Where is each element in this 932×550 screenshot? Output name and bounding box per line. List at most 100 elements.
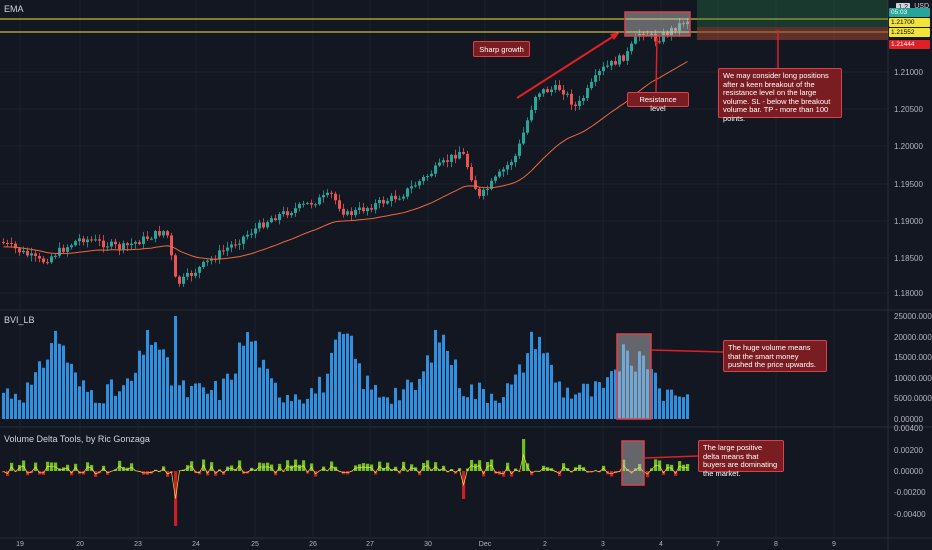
candle-body bbox=[6, 242, 9, 244]
candle-body bbox=[154, 231, 157, 239]
candle-body bbox=[198, 267, 201, 273]
volume-bar bbox=[110, 379, 113, 419]
volume-bar bbox=[378, 397, 381, 419]
candle-body bbox=[582, 98, 585, 101]
candle-body bbox=[38, 255, 41, 259]
candle-body bbox=[350, 211, 353, 215]
candle-body bbox=[470, 167, 473, 181]
volume-bar bbox=[474, 398, 477, 419]
candle-body bbox=[498, 171, 501, 177]
volume-bar bbox=[262, 359, 265, 419]
candle-body bbox=[286, 211, 289, 216]
candle-body bbox=[474, 180, 477, 189]
volume-zone-box bbox=[616, 333, 652, 420]
candle-body bbox=[550, 89, 553, 93]
candle-body bbox=[370, 208, 373, 210]
candle-body bbox=[118, 244, 121, 250]
time-axis-label: Dec bbox=[478, 541, 492, 548]
volume-bar bbox=[62, 345, 65, 419]
volume-bar bbox=[662, 400, 665, 419]
candle-body bbox=[562, 89, 565, 95]
volume-bar bbox=[542, 353, 545, 419]
price-axis-label: 1.20500 bbox=[894, 105, 923, 114]
volume-bar bbox=[682, 397, 685, 419]
price-tag: 1.21552 bbox=[889, 28, 930, 37]
candle-body bbox=[266, 222, 269, 228]
volume-bar bbox=[142, 354, 145, 419]
candle-body bbox=[530, 109, 533, 121]
volume-bar bbox=[458, 388, 461, 419]
volume-bar bbox=[494, 400, 497, 419]
candle-body bbox=[398, 198, 401, 200]
volume-bar bbox=[322, 392, 325, 419]
candle-body bbox=[354, 209, 357, 215]
volume-bar bbox=[446, 350, 449, 419]
huge-volume-note: The huge volume means that the smart mon… bbox=[723, 340, 827, 372]
volume-bar bbox=[274, 382, 277, 419]
candle-body bbox=[66, 247, 69, 252]
volume-bar bbox=[406, 379, 409, 419]
delta-axis-label: -0.00400 bbox=[894, 510, 926, 519]
candle-body bbox=[2, 242, 5, 243]
candle-body bbox=[442, 160, 445, 163]
volume-bar bbox=[42, 367, 45, 419]
candle-body bbox=[122, 243, 125, 250]
volume-bar bbox=[146, 330, 149, 419]
volume-bar bbox=[78, 386, 81, 419]
volume-bar bbox=[214, 380, 217, 419]
volume-bar bbox=[522, 372, 525, 419]
volume-bar bbox=[302, 403, 305, 419]
delta-series bbox=[2, 439, 690, 526]
candle-body bbox=[622, 55, 625, 61]
volume-bar bbox=[158, 349, 161, 419]
candle-body bbox=[170, 235, 173, 256]
price-pane-title[interactable]: EMA bbox=[4, 4, 24, 14]
candle-body bbox=[250, 233, 253, 235]
delta-zone-box bbox=[621, 440, 645, 486]
volume-bar bbox=[290, 401, 293, 419]
volume-bar bbox=[478, 382, 481, 419]
volume-bar bbox=[638, 351, 641, 419]
delta-pane-title[interactable]: Volume Delta Tools, by Ric Gonzaga bbox=[4, 434, 150, 444]
volume-bar bbox=[18, 399, 21, 419]
volume-pane-title[interactable]: BVI_LB bbox=[4, 315, 35, 325]
candle-body bbox=[278, 214, 281, 221]
candle-body bbox=[446, 160, 449, 162]
ema-line bbox=[3, 61, 688, 260]
candle-body bbox=[254, 228, 257, 234]
candle-body bbox=[490, 180, 493, 189]
candle-body bbox=[74, 241, 77, 246]
candle-body bbox=[422, 176, 425, 182]
scale-badge[interactable]: 1.2 bbox=[896, 3, 910, 12]
volume-axis-label: 0.00000 bbox=[894, 415, 923, 424]
volume-bar bbox=[442, 334, 445, 419]
volume-bar bbox=[654, 372, 657, 419]
candle-body bbox=[290, 212, 293, 216]
volume-axis-label: 20000.00000 bbox=[894, 333, 932, 342]
volume-bar bbox=[338, 331, 341, 419]
volume-bar bbox=[482, 389, 485, 419]
candle-body bbox=[642, 33, 645, 35]
time-axis-label: 7 bbox=[716, 541, 720, 548]
volume-bar bbox=[202, 387, 205, 419]
candle-body bbox=[578, 100, 581, 106]
volume-bar bbox=[242, 345, 245, 419]
candle-body bbox=[114, 241, 117, 245]
candle-body bbox=[542, 89, 545, 94]
candle-body bbox=[526, 120, 529, 133]
volume-bar bbox=[106, 384, 109, 419]
volume-bar bbox=[310, 388, 313, 419]
volume-pointer bbox=[650, 349, 724, 353]
volume-bar bbox=[506, 383, 509, 419]
volume-bar bbox=[534, 349, 537, 419]
volume-bar bbox=[678, 396, 681, 419]
volume-bar bbox=[462, 396, 465, 419]
delta-axis-label: 0.00000 bbox=[894, 467, 923, 476]
candle-body bbox=[418, 181, 421, 186]
candle-body bbox=[686, 21, 689, 25]
volume-bar bbox=[58, 343, 61, 419]
volume-bar bbox=[326, 373, 329, 419]
candle-body bbox=[314, 204, 317, 206]
